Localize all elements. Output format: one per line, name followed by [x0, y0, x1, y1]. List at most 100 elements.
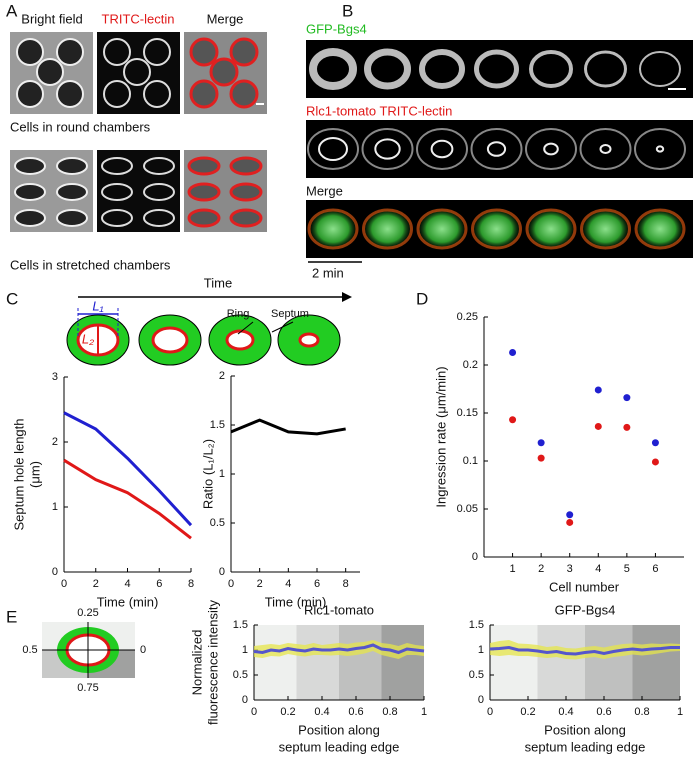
micrograph	[97, 32, 180, 114]
x-tick-label: 0	[487, 706, 493, 718]
point	[509, 349, 517, 357]
cell-image	[143, 80, 171, 108]
position-label: 0.25	[77, 607, 98, 619]
cell-image	[307, 208, 359, 250]
cell-image	[143, 157, 175, 175]
cell-image	[525, 208, 577, 250]
cell-image	[525, 128, 577, 170]
point	[651, 439, 659, 447]
x-tick-label: 0.2	[280, 706, 295, 718]
chart-title: GFP-Bgs4	[555, 602, 616, 617]
cell-image	[209, 57, 239, 87]
cell-image	[14, 209, 46, 227]
micrograph	[97, 150, 180, 232]
cell-image	[634, 207, 686, 251]
cell-image	[525, 207, 577, 251]
y-tick-label: 1.5	[233, 619, 248, 631]
arrow-head	[342, 292, 352, 302]
panel-letter: C	[6, 289, 18, 308]
cell-image	[189, 79, 219, 109]
x-tick-label: 0.6	[348, 706, 363, 718]
cell-image	[229, 156, 263, 176]
cell-image	[486, 141, 507, 157]
x-tick-label: 0	[251, 706, 257, 718]
cell-image	[580, 208, 631, 250]
cell-image	[56, 38, 84, 66]
position-diagram	[42, 622, 135, 678]
y-tick-label: 1	[478, 644, 484, 656]
cell-image	[584, 50, 627, 88]
region	[537, 625, 585, 700]
y-tick-label: 0.1	[463, 455, 478, 467]
point	[594, 386, 602, 394]
cell-image	[361, 128, 414, 170]
x-tick-label: 1	[421, 706, 427, 718]
point	[594, 422, 602, 430]
cell-image	[309, 48, 357, 90]
cell-image	[599, 144, 612, 154]
x-tick-label: 0.2	[520, 706, 535, 718]
y-tick-label: 2	[52, 436, 58, 448]
x-tick-label: 0.4	[314, 706, 329, 718]
x-tick-label: 8	[343, 578, 349, 590]
y-axis-label: Ingression rate (μm/min)	[433, 366, 448, 507]
x-tick-label: 4	[285, 578, 291, 590]
cell-image	[143, 38, 171, 66]
y-tick-label: 0.15	[457, 407, 478, 419]
cell-image	[579, 128, 632, 170]
point	[623, 423, 631, 431]
cell-image	[229, 79, 259, 109]
panel-letter: D	[416, 289, 428, 308]
position-label: 0.75	[77, 682, 98, 694]
ring	[298, 332, 320, 348]
x-tick-label: 4	[595, 563, 601, 575]
x-tick-label: 6	[314, 578, 320, 590]
position-label: 0	[140, 644, 146, 656]
cell-image	[318, 137, 348, 161]
x-tick-label: 0.8	[382, 706, 397, 718]
line	[253, 643, 425, 655]
y-tick-label: 0.25	[457, 311, 478, 323]
point	[651, 458, 659, 466]
y-axis-label: Normalized	[189, 630, 204, 696]
x-tick-label: 2	[257, 578, 263, 590]
y-tick-label: 0.5	[210, 517, 225, 529]
cell-image	[419, 49, 465, 89]
x-tick-label: 0.6	[596, 706, 611, 718]
x-axis-label: Time (min)	[97, 594, 159, 609]
region	[296, 625, 339, 700]
y-axis-label: (μm)	[27, 461, 42, 488]
point	[537, 439, 545, 447]
pointer	[237, 321, 254, 335]
cell-image	[471, 208, 522, 250]
line	[63, 458, 192, 540]
cell-image	[101, 157, 133, 175]
cell-image	[416, 208, 468, 250]
x-tick-label: 2	[93, 578, 99, 590]
x-tick-label: 2	[538, 563, 544, 575]
cell-image	[101, 209, 133, 227]
y-tick-label: 0.5	[469, 669, 484, 681]
column-label: Merge	[207, 11, 244, 26]
x-tick-label: 1	[677, 706, 683, 718]
cell-image	[14, 183, 46, 201]
x-tick-label: 1	[510, 563, 516, 575]
cell-image	[14, 157, 46, 175]
cell-image	[529, 50, 573, 88]
cell-image	[374, 138, 401, 160]
x-tick-label: 0.4	[558, 706, 573, 718]
cell-image	[470, 207, 523, 251]
y-tick-label: 0	[219, 566, 225, 578]
point	[509, 416, 517, 424]
y-tick-label: 1	[52, 501, 58, 513]
x-axis-label: Position along	[544, 722, 626, 737]
cell-image	[430, 139, 454, 159]
cell-image	[101, 183, 133, 201]
cell-image	[655, 145, 665, 153]
chart-title: Rlc1-tomato	[304, 602, 374, 617]
x-axis-label: Position along	[298, 722, 380, 737]
cell-image	[362, 208, 413, 250]
x-tick-label: 3	[567, 563, 573, 575]
x-axis-label: Cell number	[549, 579, 620, 594]
panel-letter: B	[342, 1, 353, 20]
